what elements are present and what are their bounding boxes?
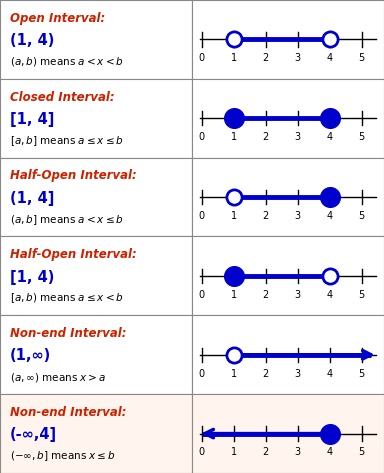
Text: 0: 0	[199, 447, 205, 457]
Text: 2: 2	[263, 289, 269, 300]
Text: 3: 3	[295, 447, 301, 457]
Text: 5: 5	[359, 211, 365, 221]
Text: 1: 1	[230, 289, 237, 300]
Text: 3: 3	[295, 132, 301, 142]
Text: $(a,b)$ means $a < x < b$: $(a,b)$ means $a < x < b$	[10, 55, 123, 68]
Text: 5: 5	[359, 289, 365, 300]
Text: $(a,b]$ means $a < x \leq b$: $(a,b]$ means $a < x \leq b$	[10, 213, 123, 227]
Text: $[a,b)$ means $a \leq x < b$: $[a,b)$ means $a \leq x < b$	[10, 292, 123, 306]
Text: Half-Open Interval:: Half-Open Interval:	[10, 248, 136, 261]
Text: (1,∞): (1,∞)	[10, 349, 51, 363]
Point	[230, 351, 237, 359]
Text: 3: 3	[295, 211, 301, 221]
Point	[230, 35, 237, 43]
Text: 3: 3	[295, 368, 301, 378]
Text: Closed Interval:: Closed Interval:	[10, 91, 114, 104]
Text: 1: 1	[230, 447, 237, 457]
Text: (-∞,4]: (-∞,4]	[10, 427, 57, 442]
Text: 5: 5	[359, 368, 365, 378]
Text: 0: 0	[199, 289, 205, 300]
Point	[230, 193, 237, 201]
Point	[326, 35, 333, 43]
Text: 2: 2	[263, 447, 269, 457]
Text: 3: 3	[295, 53, 301, 63]
Text: 1: 1	[230, 53, 237, 63]
Text: 0: 0	[199, 368, 205, 378]
Text: Non-end Interval:: Non-end Interval:	[10, 327, 126, 340]
Text: 2: 2	[263, 211, 269, 221]
Text: 1: 1	[230, 211, 237, 221]
Point	[230, 114, 237, 122]
Text: 4: 4	[326, 53, 333, 63]
Text: 4: 4	[326, 289, 333, 300]
Text: $(a,\infty)$ means $x > a$: $(a,\infty)$ means $x > a$	[10, 370, 106, 384]
Text: [1, 4): [1, 4)	[10, 270, 54, 285]
Text: 5: 5	[359, 132, 365, 142]
Text: 0: 0	[199, 132, 205, 142]
Text: Half-Open Interval:: Half-Open Interval:	[10, 169, 136, 183]
Point	[326, 272, 333, 280]
Text: Non-end Interval:: Non-end Interval:	[10, 406, 126, 419]
Text: 0: 0	[199, 211, 205, 221]
Text: 4: 4	[326, 447, 333, 457]
Text: (1, 4): (1, 4)	[10, 33, 54, 48]
Text: 4: 4	[326, 132, 333, 142]
Text: 4: 4	[326, 211, 333, 221]
Text: 3: 3	[295, 289, 301, 300]
Text: 1: 1	[230, 368, 237, 378]
Text: 1: 1	[230, 132, 237, 142]
Text: (1, 4]: (1, 4]	[10, 191, 54, 206]
Text: $(-\infty,b]$ means $x \leq b$: $(-\infty,b]$ means $x \leq b$	[10, 449, 115, 463]
Text: 5: 5	[359, 447, 365, 457]
Point	[326, 193, 333, 201]
Text: 4: 4	[326, 368, 333, 378]
Text: 2: 2	[263, 53, 269, 63]
Text: Open Interval:: Open Interval:	[10, 12, 105, 25]
Text: 2: 2	[263, 368, 269, 378]
Text: 2: 2	[263, 132, 269, 142]
Point	[326, 114, 333, 122]
Text: $[a,b]$ means $a \leq x \leq b$: $[a,b]$ means $a \leq x \leq b$	[10, 134, 123, 148]
Text: 0: 0	[199, 53, 205, 63]
Point	[230, 272, 237, 280]
Text: 5: 5	[359, 53, 365, 63]
Point	[326, 430, 333, 438]
Text: [1, 4]: [1, 4]	[10, 112, 54, 127]
